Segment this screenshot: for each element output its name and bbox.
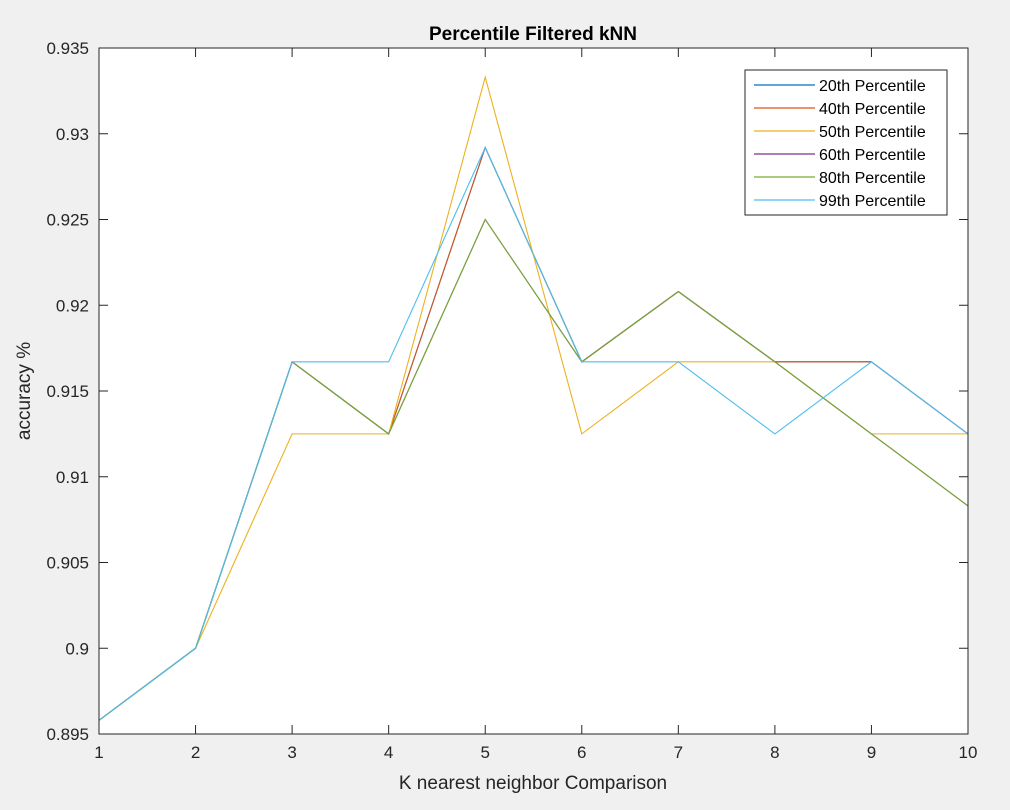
x-axis-label: K nearest neighbor Comparison bbox=[399, 773, 667, 794]
y-tick-label: 0.895 bbox=[46, 725, 89, 744]
legend-box bbox=[744, 69, 948, 216]
x-tick-label: 1 bbox=[94, 743, 103, 762]
y-tick-label: 0.905 bbox=[46, 554, 89, 573]
x-tick-label: 4 bbox=[384, 743, 393, 762]
y-tick-label: 0.91 bbox=[56, 468, 89, 487]
axis-ticks: 1 2 3 4 5 6 7 8 9 10 0.895 0.9 0.905 0.91 0.915 0.92 0.9… bbox=[46, 39, 977, 762]
legend: 20th Percentile 40th Percentile 50th Perce… bbox=[744, 69, 948, 216]
y-axis-label: accuracy % bbox=[14, 342, 35, 440]
plot-frame bbox=[98, 47, 969, 735]
x-tick-label: 5 bbox=[480, 743, 489, 762]
series-lines bbox=[98, 75, 969, 721]
legend-label: 20th Percentile bbox=[819, 78, 926, 95]
x-tick-label: 2 bbox=[191, 743, 200, 762]
x-tick-label: 10 bbox=[959, 743, 978, 762]
legend-label: 40th Percentile bbox=[819, 101, 926, 118]
legend-label: 80th Percentile bbox=[819, 170, 926, 187]
y-tick-label: 0.915 bbox=[46, 382, 89, 401]
x-tick-label: 8 bbox=[770, 743, 779, 762]
x-tick-label: 7 bbox=[674, 743, 683, 762]
y-tick-label: 0.9 bbox=[65, 639, 89, 658]
legend-label: 50th Percentile bbox=[819, 124, 926, 141]
y-tick-label: 0.93 bbox=[56, 125, 89, 144]
chart-title: Percentile Filtered kNN bbox=[429, 24, 637, 45]
x-tick-label: 9 bbox=[867, 743, 876, 762]
y-tick-label: 0.92 bbox=[56, 296, 89, 315]
series-line-99th bbox=[98, 146, 969, 721]
legend-label: 60th Percentile bbox=[819, 147, 926, 164]
y-tick-label: 0.925 bbox=[46, 211, 89, 230]
y-tick-label: 0.935 bbox=[46, 39, 89, 58]
x-tick-label: 6 bbox=[577, 743, 586, 762]
x-tick-label: 3 bbox=[287, 743, 296, 762]
legend-label: 99th Percentile bbox=[819, 193, 926, 210]
